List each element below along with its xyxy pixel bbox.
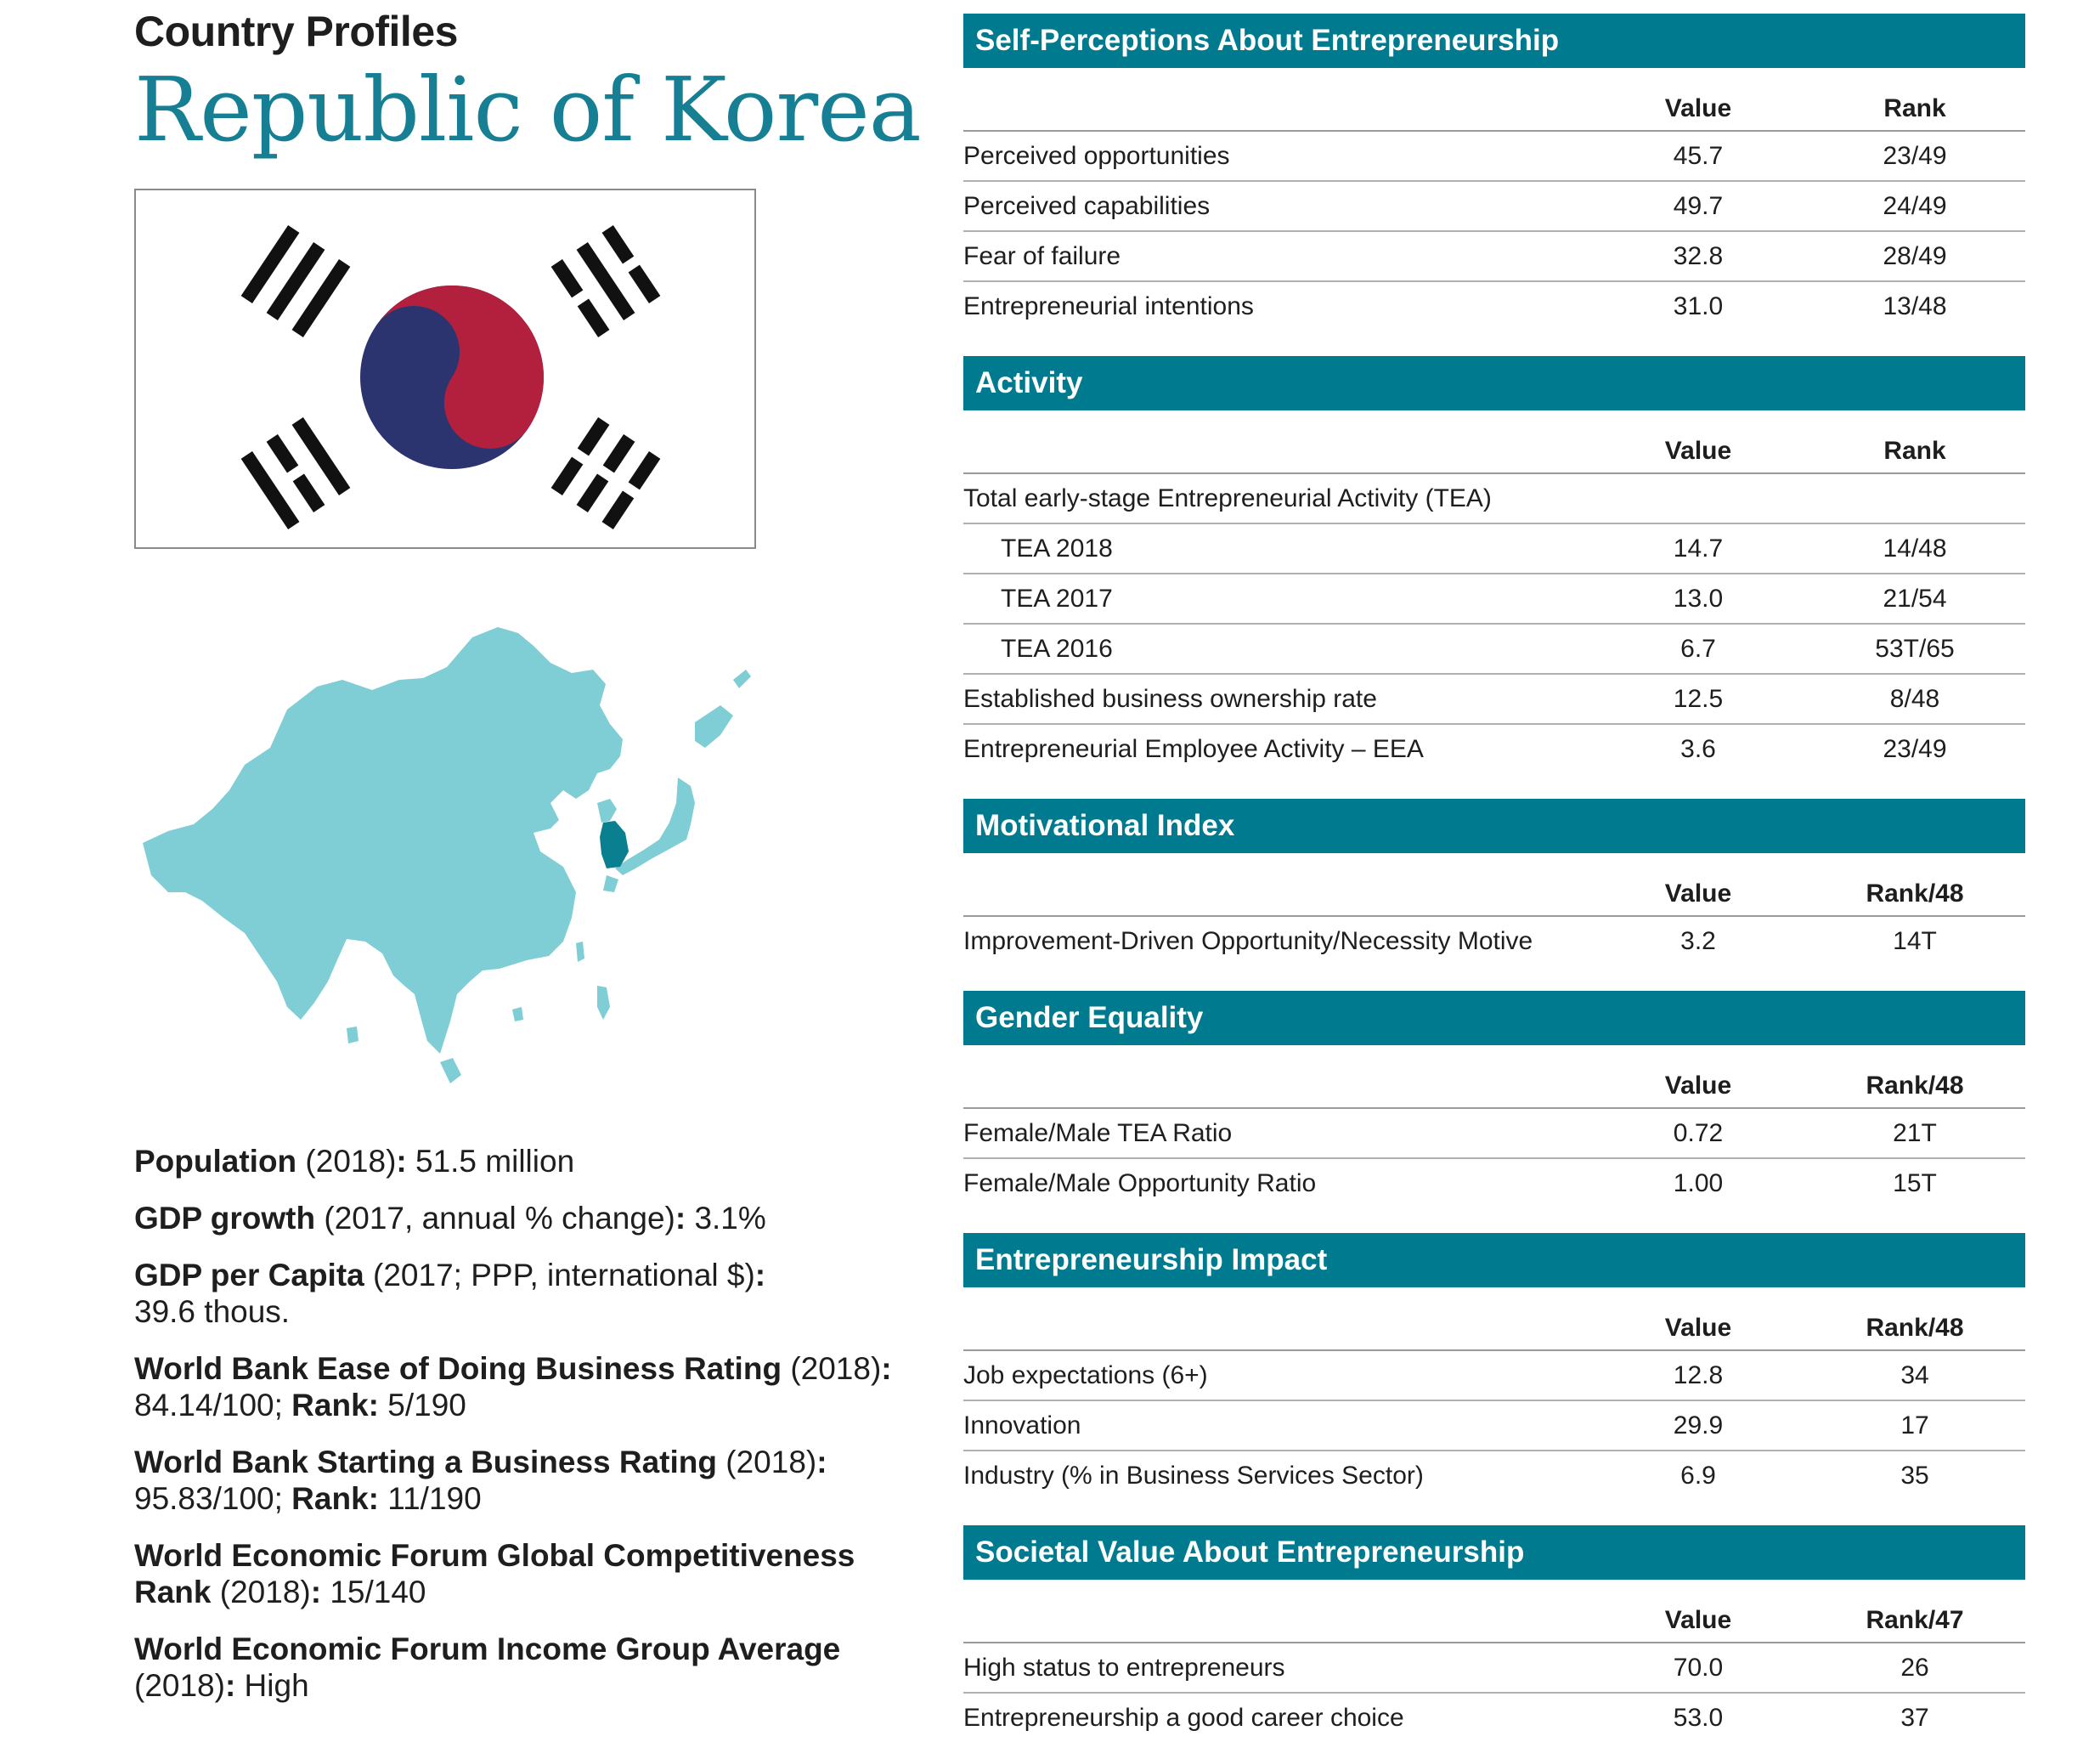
- country-flag: [134, 189, 756, 549]
- column-header-rank: Rank: [1804, 410, 2025, 474]
- indicator-table: Value Rank/48 Job expectations (6+) 12.8 34…: [963, 1287, 2025, 1500]
- key-facts: Population (2018): 51.5 million GDP grow…: [134, 1143, 899, 1724]
- column-header-rank: Rank/48: [1804, 1045, 2025, 1109]
- page-title: Republic of Korea: [134, 58, 922, 161]
- fact-starting-business: World Bank Starting a Business Rating (2…: [134, 1445, 827, 1516]
- section-entrepreneurship-impact: Entrepreneurship Impact Value Rank/48 Job…: [963, 1233, 2025, 1500]
- section-heading: Motivational Index: [963, 799, 2025, 853]
- indicator-table: Value Rank Perceived opportunities 45.7 23/…: [963, 68, 2025, 331]
- table-row: Perceived capabilities 49.7 24/49: [963, 181, 2025, 232]
- table-header-row: Value Rank/48: [963, 1045, 2025, 1109]
- fact-population: Population (2018): 51.5 million: [134, 1144, 575, 1179]
- column-header-value: Value: [1592, 1580, 1804, 1643]
- column-header-rank: Rank: [1804, 68, 2025, 132]
- fact-ease-of-doing-business: World Bank Ease of Doing Business Rating…: [134, 1351, 892, 1422]
- section-motivational-index: Motivational Index Value Rank/48 Improvem…: [963, 799, 2025, 965]
- fact-gdp-growth: GDP growth (2017, annual % change): 3.1%: [134, 1201, 766, 1236]
- column-header-value: Value: [1592, 410, 1804, 474]
- table-row: Female/Male TEA Ratio 0.72 21T: [963, 1108, 2025, 1159]
- table-row: Entrepreneurial intentions 31.0 13/48: [963, 291, 1947, 320]
- section-heading: Entrepreneurship Impact: [963, 1233, 2025, 1287]
- section-gender-equality: Gender Equality Value Rank/48 Female/Male…: [963, 991, 2025, 1208]
- table-row: High status to entrepreneurs 70.0 26: [963, 1643, 2025, 1694]
- section-societal-value: Societal Value About Entrepreneurship Va…: [963, 1525, 2025, 1742]
- table-row: Job expectations (6+) 12.8 34: [963, 1350, 2025, 1401]
- section-self-perceptions: Self-Perceptions About Entrepreneurship …: [963, 14, 2025, 331]
- region-map: [134, 620, 763, 1096]
- indicator-tables: Self-Perceptions About Entrepreneurship …: [963, 14, 2025, 1742]
- table-header-row: Value Rank: [963, 410, 2025, 474]
- table-row: Entrepreneurial Employee Activity – EEA 3…: [963, 734, 1947, 763]
- indicator-table: Value Rank Total early-stage Entrepreneur…: [963, 410, 2025, 773]
- section-heading: Activity: [963, 356, 2025, 410]
- table-header-row: Value Rank/48: [963, 853, 2025, 917]
- column-header-rank: Rank/48: [1804, 853, 2025, 917]
- table-row: Total early-stage Entrepreneurial Activi…: [963, 473, 2025, 524]
- asia-map-image: [143, 627, 751, 1083]
- table-row: Fear of failure 32.8 28/49: [963, 231, 2025, 282]
- table-row: Established business ownership rate 12.5 8…: [963, 674, 2025, 725]
- table-row: Entrepreneurship a good career choice 53.…: [963, 1703, 1929, 1732]
- section-heading: Self-Perceptions About Entrepreneurship: [963, 14, 2025, 68]
- indicator-table: Value Rank/48 Improvement-Driven Opportun…: [963, 853, 2025, 965]
- indicator-table: Value Rank/48 Female/Male TEA Ratio 0.72 21…: [963, 1045, 2025, 1208]
- section-heading: Gender Equality: [963, 991, 2025, 1045]
- column-header-value: Value: [1592, 1287, 1804, 1351]
- table-row: TEA 2018 14.7 14/48: [963, 523, 2025, 574]
- column-header-rank: Rank/48: [1804, 1287, 2025, 1351]
- column-header-value: Value: [1592, 853, 1804, 917]
- table-row: Innovation 29.9 17: [963, 1400, 2025, 1451]
- fact-income-group: World Economic Forum Income Group Averag…: [134, 1632, 841, 1703]
- fact-global-competitiveness: World Economic Forum Global Competitiven…: [134, 1538, 855, 1609]
- fact-gdp-per-capita: GDP per Capita (2017; PPP, international…: [134, 1258, 766, 1329]
- column-header-rank: Rank/47: [1804, 1580, 2025, 1643]
- page-kicker: Country Profiles: [134, 8, 458, 55]
- flag-image: [136, 190, 754, 547]
- table-row: Perceived opportunities 45.7 23/49: [963, 131, 2025, 182]
- table-row: Industry (% in Business Services Sector)…: [963, 1461, 1929, 1490]
- table-row: Improvement-Driven Opportunity/Necessity…: [963, 926, 1937, 955]
- table-header-row: Value Rank/48: [963, 1287, 2025, 1351]
- table-header-row: Value Rank/47: [963, 1580, 2025, 1643]
- table-row: TEA 2016 6.7 53T/65: [963, 624, 2025, 675]
- column-header-value: Value: [1592, 68, 1804, 132]
- section-heading: Societal Value About Entrepreneurship: [963, 1525, 2025, 1580]
- column-header-value: Value: [1592, 1045, 1804, 1109]
- table-row: TEA 2017 13.0 21/54: [963, 574, 2025, 625]
- table-header-row: Value Rank: [963, 68, 2025, 132]
- table-row: Female/Male Opportunity Ratio 1.00 15T: [963, 1168, 1937, 1197]
- section-activity: Activity Value Rank Total early-stage Ent…: [963, 356, 2025, 773]
- indicator-table: Value Rank/47 High status to entrepreneur…: [963, 1580, 2025, 1742]
